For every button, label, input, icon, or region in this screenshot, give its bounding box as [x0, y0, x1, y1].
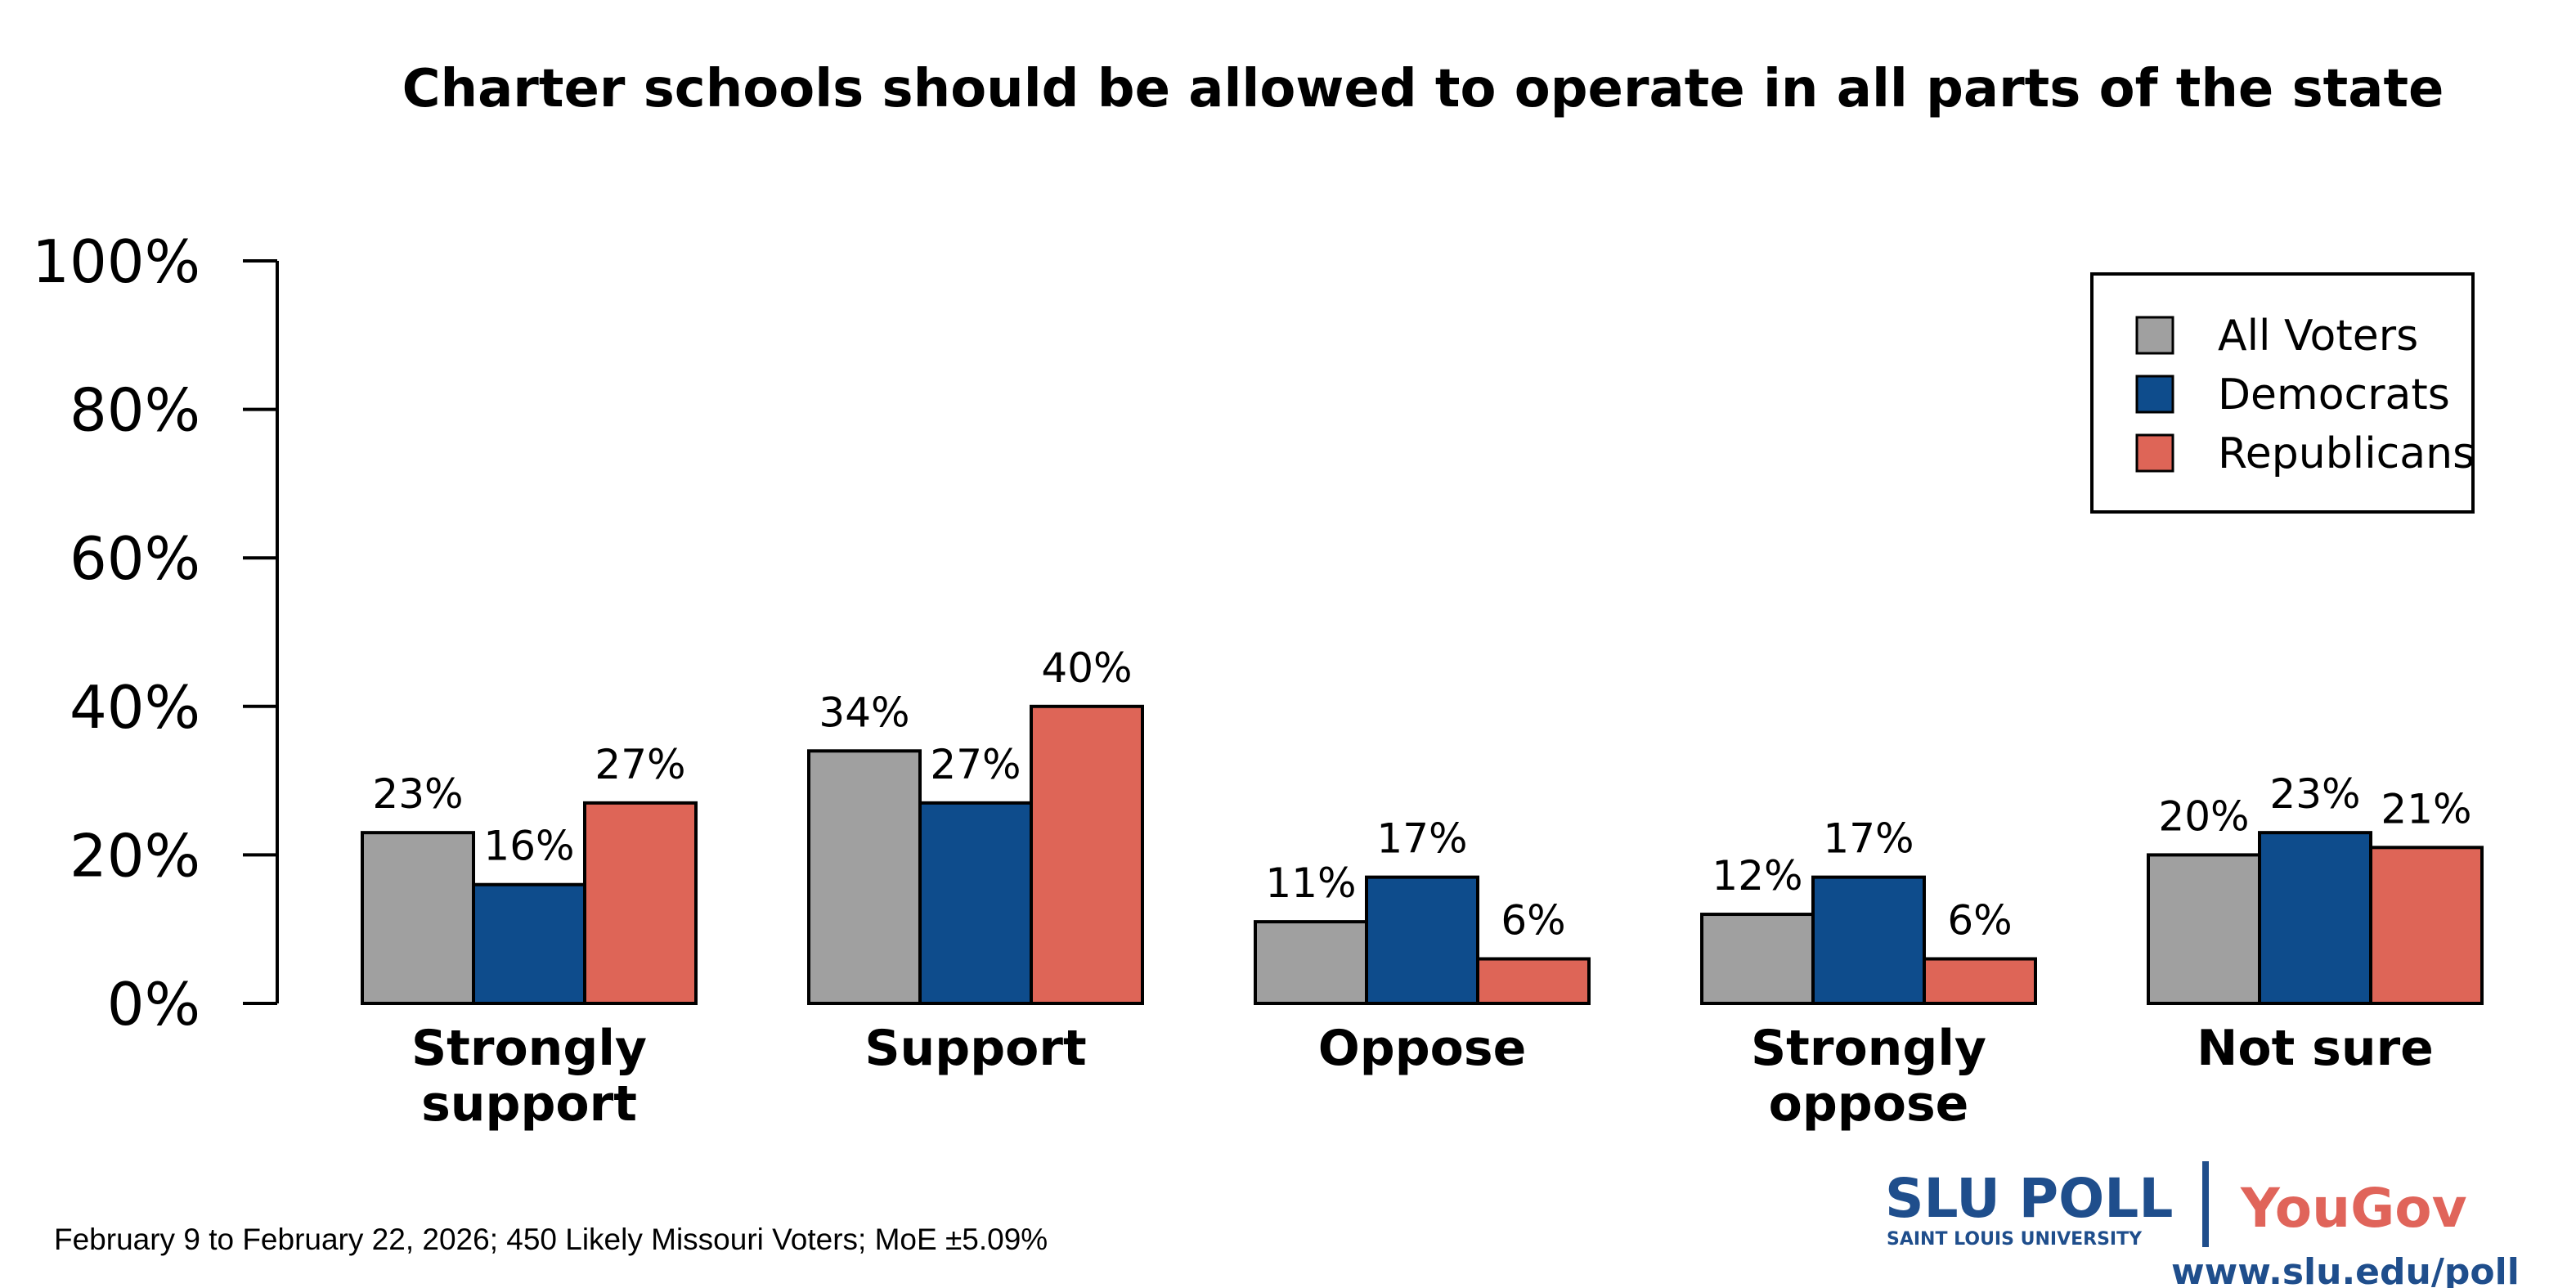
data-label: 23% — [372, 770, 463, 818]
data-label: 34% — [819, 689, 909, 736]
bar-all-voters — [1700, 913, 1815, 1006]
data-label: 27% — [595, 741, 685, 788]
legend-swatch — [2135, 375, 2174, 414]
data-label: 20% — [2158, 792, 2249, 840]
data-label: 23% — [2269, 770, 2360, 818]
slu-university-text: SAINT LOUIS UNIVERSITY — [1887, 1229, 2143, 1250]
y-tick-label: 80% — [70, 376, 200, 445]
data-label: 21% — [2381, 785, 2471, 832]
bar-republicans — [1476, 957, 1591, 1006]
slu-poll-logo-text: SLU POLL — [1885, 1167, 2173, 1230]
y-axis: 0% 20% 40% 60% 80% 100% — [32, 227, 279, 1039]
bar-democrats — [1365, 875, 1479, 1006]
yougov-logo-text: YouGov — [2240, 1177, 2467, 1240]
legend-swatch — [2135, 316, 2174, 355]
legend-swatch — [2135, 433, 2174, 473]
data-label: 6% — [1501, 897, 1565, 945]
y-tick-label: 100% — [32, 227, 200, 296]
bar-democrats — [1811, 875, 1926, 1006]
x-tick-label: support — [421, 1075, 637, 1133]
x-tick-label: Strongly — [1751, 1020, 1986, 1077]
data-label: 11% — [1265, 859, 1356, 907]
data-label: 17% — [1376, 815, 1467, 863]
y-tick-label: 0% — [107, 970, 200, 1039]
data-label: 16% — [483, 823, 574, 870]
bar-all-voters — [2147, 853, 2261, 1006]
bar-democrats — [918, 801, 1033, 1006]
x-tick-label: oppose — [1769, 1075, 1969, 1133]
y-tick-label: 60% — [70, 524, 200, 593]
bar-all-voters — [361, 831, 475, 1005]
bar-republicans — [583, 801, 698, 1006]
data-label: 6% — [1947, 897, 2012, 945]
x-tick-label: Support — [864, 1020, 1086, 1077]
legend-label: Republicans — [2218, 429, 2475, 478]
legend-label: Democrats — [2218, 370, 2450, 420]
data-label: 27% — [930, 741, 1021, 788]
bar-republicans — [1030, 704, 1144, 1005]
bar-republicans — [1923, 957, 2037, 1006]
x-tick-label: Strongly — [411, 1020, 647, 1077]
y-tick-label: 40% — [70, 673, 200, 742]
logo-divider — [2202, 1161, 2209, 1247]
chart-title: Charter schools should be allowed to ope… — [402, 59, 2444, 119]
bar-democrats — [2258, 831, 2372, 1005]
data-label: 40% — [1041, 644, 1132, 692]
x-tick-label: Oppose — [1318, 1020, 1527, 1077]
bar-all-voters — [807, 749, 922, 1006]
bars: 23% 16% 27% 34% 27% 40% 11% 17% 6% 12% 17% 6% 20% 23%… — [361, 644, 2484, 1006]
bar-all-voters — [1254, 920, 1368, 1005]
legend-label: All Voters — [2218, 312, 2418, 361]
bar-democrats — [472, 882, 586, 1005]
x-tick-label: Not sure — [2197, 1020, 2434, 1077]
slu-url: www.slu.edu/poll — [2171, 1251, 2520, 1288]
data-label: 17% — [1823, 815, 1914, 863]
y-tick-label: 20% — [70, 821, 200, 890]
bar-republicans — [2369, 846, 2484, 1005]
footnote: February 9 to February 22, 2026; 450 Lik… — [54, 1223, 1048, 1256]
data-label: 12% — [1712, 852, 1802, 900]
slu-poll-logo: SLU POLL SAINT LOUIS UNIVERSITY YouGov w… — [1885, 1161, 2520, 1288]
legend: All Voters Democrats Republicans — [2090, 272, 2475, 514]
